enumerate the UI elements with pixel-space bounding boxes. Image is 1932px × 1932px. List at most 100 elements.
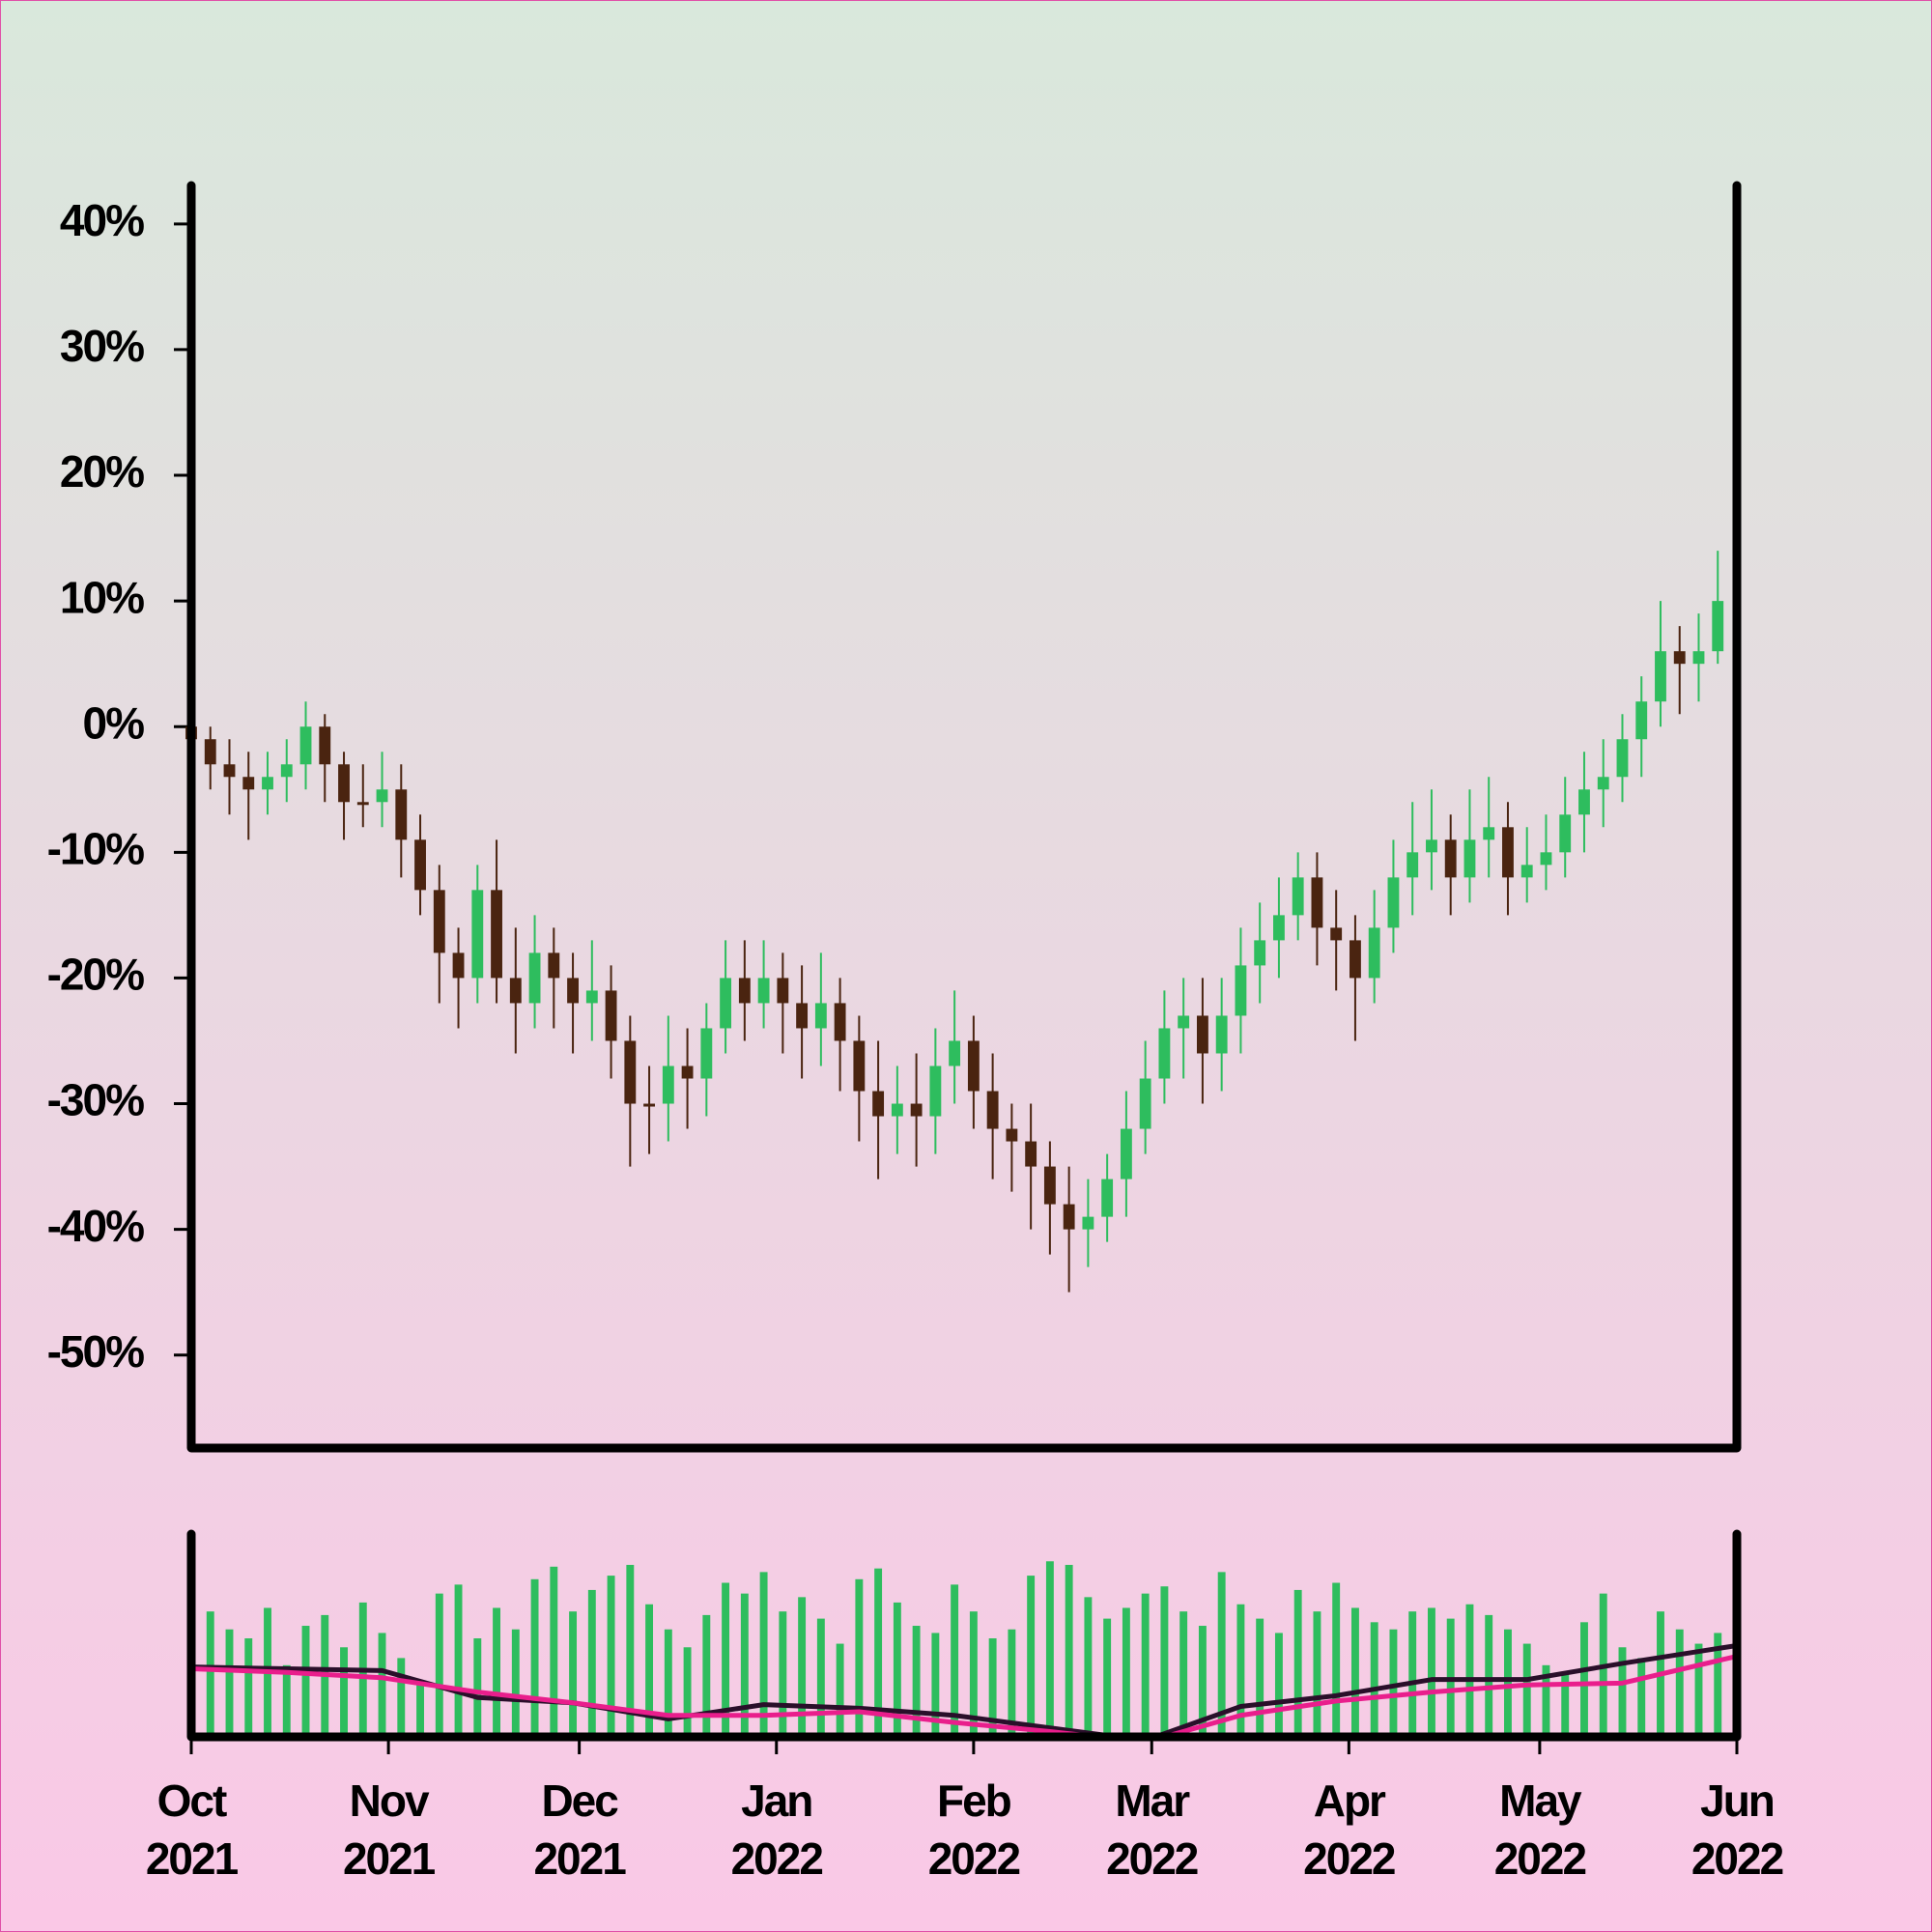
candle-body — [338, 764, 350, 803]
volume-bar — [550, 1566, 558, 1737]
candle-body — [605, 990, 617, 1041]
candle-body — [1043, 1166, 1056, 1205]
volume-bar — [454, 1584, 463, 1737]
volume-bar — [740, 1593, 749, 1737]
candle-body — [1616, 739, 1629, 778]
volume-bar — [435, 1593, 443, 1737]
volume-bar — [1256, 1618, 1264, 1737]
volume-bar — [836, 1643, 844, 1737]
candle-body — [1597, 777, 1609, 790]
candle-body — [681, 1065, 694, 1079]
volume-bar — [1542, 1664, 1550, 1737]
candle-body — [395, 789, 408, 840]
volume-bar — [244, 1638, 253, 1737]
candle-body — [376, 789, 388, 803]
candle-body — [834, 1003, 846, 1041]
candle-body — [1483, 827, 1495, 840]
volume-bar — [779, 1611, 787, 1737]
candle-body — [452, 952, 465, 979]
candle-body — [299, 726, 312, 765]
volume-bar — [683, 1647, 692, 1737]
candle-body — [567, 978, 579, 1004]
volume-bar — [722, 1582, 730, 1737]
candle-body — [1063, 1204, 1075, 1230]
volume-lines — [191, 1642, 1737, 1737]
volume-bar — [1065, 1564, 1073, 1737]
candle-body — [1350, 940, 1361, 979]
volume-bar — [1045, 1561, 1054, 1737]
y-tick-label: 0% — [83, 697, 145, 748]
volume-bar — [511, 1629, 520, 1737]
y-tick-label: 10% — [60, 572, 144, 622]
volume-bar — [1370, 1622, 1378, 1737]
volume-bar — [1217, 1572, 1226, 1737]
volume-bar — [1027, 1576, 1036, 1737]
candle-body — [1559, 814, 1572, 853]
volume-bar — [1389, 1629, 1398, 1737]
candle-body — [757, 978, 770, 1004]
volume-bar — [1236, 1604, 1245, 1737]
volume-bar — [1198, 1626, 1207, 1737]
candle-body — [1368, 927, 1380, 979]
volume-bar — [759, 1572, 768, 1737]
volume-bar — [301, 1626, 310, 1737]
moving-average-line — [191, 1654, 1737, 1737]
candle-body — [1292, 877, 1304, 916]
volume-bar — [1274, 1633, 1283, 1737]
volume-bar — [1103, 1618, 1112, 1737]
volume-bar — [1008, 1629, 1016, 1737]
volume-bar — [607, 1576, 615, 1737]
candle-body — [1235, 965, 1247, 1016]
candle-body — [814, 1003, 827, 1029]
candle-body — [796, 1003, 809, 1029]
candle-body — [1540, 852, 1552, 866]
candle-body — [433, 890, 445, 953]
candle-body — [1254, 940, 1266, 966]
x-tick-label: May 2022 — [1493, 1776, 1587, 1884]
volume-bar — [816, 1618, 825, 1737]
volume-bar — [225, 1629, 234, 1737]
candle-body — [509, 978, 522, 1004]
candle-body — [1655, 651, 1666, 702]
volume-bar — [912, 1626, 921, 1737]
candle-body — [1578, 789, 1590, 815]
volume-bar — [1293, 1589, 1302, 1737]
candle-body — [949, 1040, 961, 1066]
x-tick-label: Nov 2021 — [342, 1776, 436, 1884]
candle-body — [1502, 827, 1514, 878]
x-tick-label: Mar 2022 — [1106, 1776, 1199, 1884]
x-tick-label: Dec 2021 — [533, 1776, 626, 1884]
candle-body — [1444, 839, 1457, 878]
volume-bar — [282, 1664, 291, 1737]
volume-bar — [1504, 1629, 1512, 1737]
x-tick-label: Oct 2021 — [145, 1776, 239, 1884]
volume-bar — [1160, 1586, 1169, 1737]
volume-bar — [969, 1611, 978, 1737]
volume-bar — [1122, 1607, 1130, 1737]
candle-body — [1215, 1015, 1228, 1054]
volume-bar — [1522, 1643, 1531, 1737]
y-tick-label: -20% — [47, 950, 144, 1000]
x-tick-label: Jan 2022 — [730, 1776, 824, 1884]
volume-bar — [1694, 1643, 1703, 1737]
candle-body — [1387, 877, 1400, 928]
candle-body — [872, 1091, 885, 1117]
candle-body — [1692, 651, 1705, 665]
volume-bar — [874, 1568, 883, 1737]
y-tick-label: 40% — [60, 195, 144, 245]
candle-body — [1178, 1015, 1190, 1029]
candle-body — [1712, 601, 1724, 652]
candle-body — [986, 1091, 999, 1129]
volume-bar — [493, 1607, 500, 1737]
axis-spine — [186, 1529, 1742, 1742]
candle-body — [223, 764, 236, 778]
y-tick-label: -10% — [47, 823, 144, 873]
volume-bar — [988, 1638, 997, 1737]
candle-body — [319, 726, 331, 765]
x-tick-label: Feb 2022 — [927, 1776, 1021, 1884]
candle-body — [738, 978, 751, 1004]
candle-body — [662, 1065, 674, 1104]
candle-body — [1101, 1179, 1114, 1217]
candle-body — [356, 802, 369, 806]
candle-body — [262, 777, 273, 790]
